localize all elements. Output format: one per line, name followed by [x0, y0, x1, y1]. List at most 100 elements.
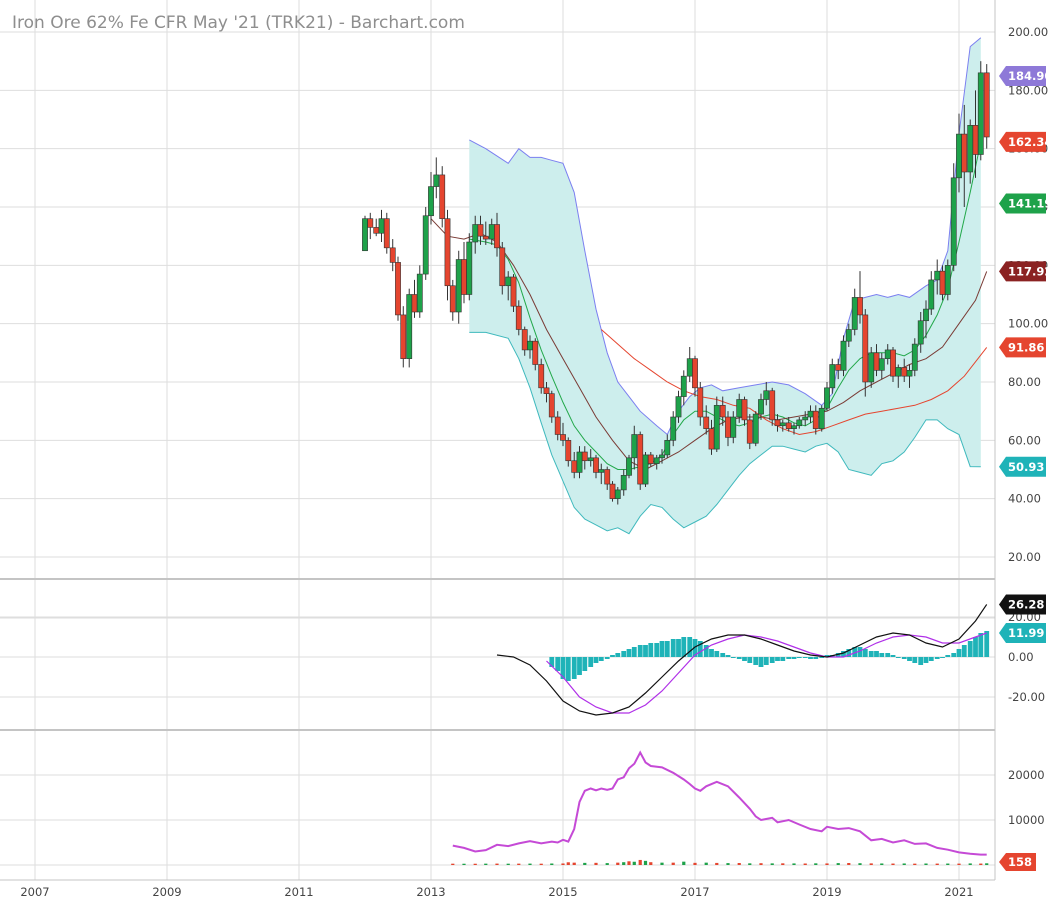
- macd-histogram-bar: [841, 651, 846, 657]
- candle-body: [972, 125, 979, 155]
- candle-body: [884, 349, 891, 359]
- candle-body: [939, 270, 946, 295]
- macd-histogram-bar: [874, 651, 879, 657]
- candle-body: [928, 279, 935, 310]
- macd-histogram-bar: [802, 657, 808, 658]
- volume-bar: [726, 863, 730, 865]
- macd-histogram-bar: [703, 645, 709, 657]
- bollinger-lower-line: [469, 331, 981, 535]
- ma-mid-tag: 117.92: [999, 261, 1048, 282]
- volume-bar: [528, 863, 532, 865]
- candle-body: [587, 457, 594, 462]
- ma-mid-tag-text: 117.92: [1008, 264, 1048, 278]
- candle-body: [510, 276, 517, 307]
- candle-body: [763, 390, 770, 400]
- candle-body: [444, 218, 451, 287]
- volume-tick-label: 20000: [1008, 768, 1045, 782]
- candle-body: [895, 367, 902, 377]
- candle-body: [956, 133, 962, 179]
- macd-histogram-bar: [637, 645, 643, 657]
- volume-bar: [946, 863, 950, 865]
- macd-histogram-bar: [549, 657, 555, 667]
- macd-histogram-bar: [945, 655, 951, 657]
- macd-histogram-bar: [604, 657, 610, 659]
- macd-signal-tag-text: 11.99: [1008, 626, 1044, 640]
- macd-histogram-bar: [918, 657, 924, 665]
- volume-last-tag-text: 158: [1008, 855, 1032, 869]
- macd-histogram-bar: [973, 637, 978, 657]
- macd-panel[interactable]: [496, 604, 990, 716]
- candle-body: [609, 483, 616, 499]
- candle-body: [659, 454, 665, 459]
- candle-body: [571, 460, 578, 473]
- y-tick-label: 80.00: [1008, 375, 1041, 389]
- candle-body: [560, 434, 566, 441]
- candle-body: [911, 343, 918, 371]
- macd-histogram-bar: [956, 649, 962, 657]
- volume-bar: [979, 863, 983, 865]
- candle-body: [367, 218, 374, 228]
- volume-bar: [643, 860, 648, 865]
- macd-histogram-bar: [923, 657, 929, 663]
- volume-bar: [902, 863, 906, 865]
- volume-bar: [891, 863, 895, 865]
- macd-histogram-bar: [676, 639, 681, 657]
- volume-bar: [638, 859, 642, 865]
- volume-bar: [781, 863, 785, 865]
- macd-histogram-bar: [588, 657, 594, 667]
- price-last-tag-text: 184.90: [1008, 69, 1048, 83]
- candle-body: [466, 241, 473, 295]
- candle-body: [433, 174, 440, 187]
- macd-histogram-bar: [763, 657, 769, 665]
- price-last-tag-shape: [999, 66, 1046, 87]
- volume-bar: [836, 863, 840, 865]
- macd-histogram-bar: [736, 657, 742, 659]
- candle-body: [472, 224, 479, 243]
- volume-bar: [495, 863, 499, 865]
- macd-histogram-bar: [824, 655, 830, 657]
- volume-bar: [847, 863, 851, 865]
- y-tick-label: 200.00: [1008, 25, 1048, 39]
- candle-body: [829, 364, 836, 389]
- ma-slow-tag-shape: [999, 337, 1046, 358]
- volume-bar: [566, 862, 570, 865]
- volume-bar: [506, 863, 510, 865]
- macd-histogram-bar: [901, 657, 907, 659]
- ma-fast-tag: 141.19: [999, 193, 1048, 214]
- macd-histogram-bar: [742, 657, 747, 661]
- volume-bar: [484, 863, 488, 865]
- candle-body: [835, 364, 842, 371]
- macd-histogram-bar: [857, 647, 863, 657]
- macd-histogram-bar: [879, 653, 885, 657]
- candle-body: [977, 72, 984, 155]
- candle-body: [527, 340, 533, 351]
- macd-histogram-bar: [709, 649, 714, 657]
- candle-body: [515, 305, 522, 330]
- macd-histogram-bar: [868, 651, 874, 657]
- macd-histogram-bar: [631, 647, 637, 657]
- volume-bar: [649, 862, 653, 865]
- ma-slow-tag-text: 91.86: [1008, 340, 1044, 354]
- macd-histogram-bar: [912, 657, 918, 663]
- bollinger-middle-tag-text: 162.34: [1008, 135, 1048, 149]
- macd-line: [496, 604, 988, 716]
- macd-histogram-bar: [907, 657, 912, 661]
- candle-body: [692, 358, 698, 389]
- volume-bar: [869, 863, 873, 865]
- macd-histogram-bar: [571, 657, 577, 679]
- bollinger-middle-tag: 162.34: [999, 131, 1048, 152]
- volume-panel[interactable]: [451, 750, 989, 866]
- candle-body: [461, 259, 467, 295]
- candle-body: [488, 224, 495, 240]
- macd-histogram-bar: [796, 657, 802, 658]
- candle-body: [604, 469, 611, 485]
- ma-mid-tag-shape: [999, 261, 1046, 282]
- volume-last-tag: 158: [999, 853, 1036, 871]
- price-panel[interactable]: [362, 37, 990, 535]
- candle-body: [752, 413, 759, 444]
- macd-last-tag: 26.28: [999, 594, 1046, 615]
- candle-body: [840, 340, 847, 371]
- macd-tick-label: -20.00: [1008, 690, 1045, 704]
- candle-body: [620, 475, 627, 491]
